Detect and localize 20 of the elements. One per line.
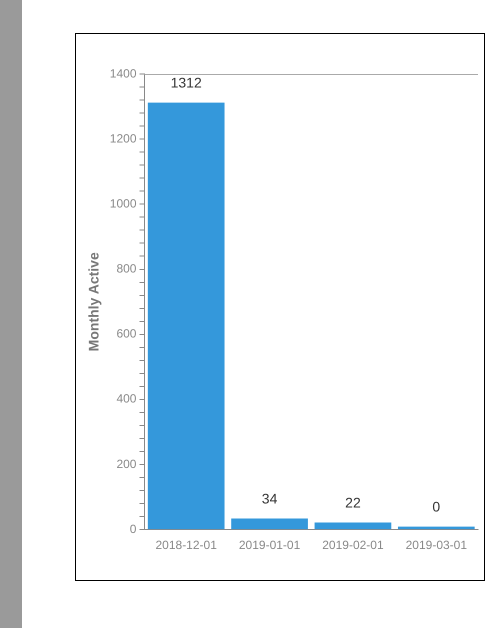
bar <box>314 522 392 530</box>
data-label: 34 <box>262 490 278 506</box>
x-tick-label: 2019-01-01 <box>238 538 301 552</box>
data-label: 1312 <box>170 74 202 90</box>
y-tick-label: 0 <box>130 522 137 536</box>
y-tick-label: 1200 <box>110 131 137 146</box>
y-tick-label: 800 <box>116 262 137 276</box>
data-label: 0 <box>432 498 440 514</box>
y-tick-label: 1000 <box>110 196 137 210</box>
x-tick-label: 2019-02-01 <box>322 538 384 552</box>
bar <box>148 102 225 530</box>
data-label: 22 <box>345 494 361 510</box>
y-tick-label: 600 <box>116 326 137 341</box>
y-tick-label: 1400 <box>110 66 137 80</box>
y-tick-label: 400 <box>116 392 137 406</box>
x-tick-label: 2018-12-01 <box>155 538 218 552</box>
x-tick-label: 2019-03-01 <box>406 538 468 552</box>
bar <box>231 518 308 530</box>
y-tick-label: 200 <box>116 456 137 471</box>
y-axis-title: Monthly Active <box>85 252 102 352</box>
